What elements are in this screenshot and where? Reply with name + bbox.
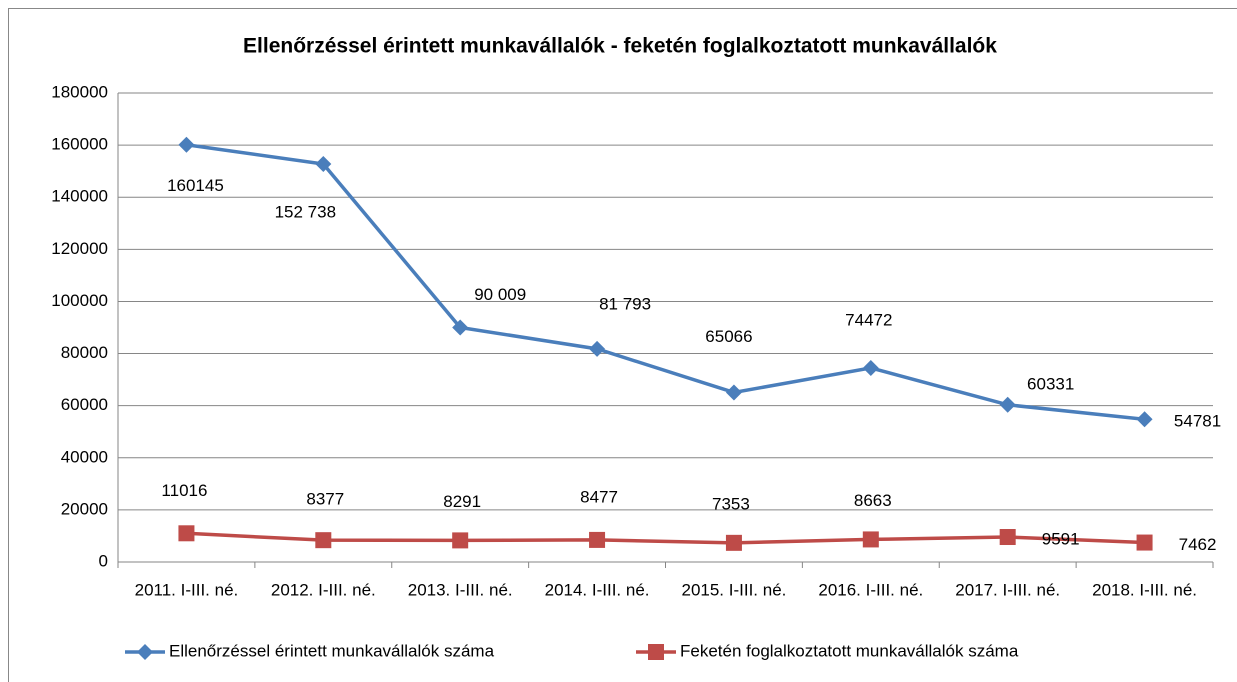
legend-label: Feketén foglalkoztatott munkavállalók sz…: [680, 641, 1019, 660]
legend-label: Ellenőrzéssel érintett munkavállalók szá…: [169, 641, 495, 660]
y-tick-label: 160000: [51, 135, 108, 154]
chart-title: Ellenőrzéssel érintett munkavállalók - f…: [243, 35, 997, 58]
x-tick-label: 2015. I-III. né.: [681, 580, 786, 599]
marker: [1136, 411, 1153, 428]
marker: [999, 529, 1016, 546]
marker: [1136, 534, 1153, 551]
data-label: 8377: [306, 490, 344, 509]
data-label: 81 793: [599, 294, 651, 313]
marker: [452, 319, 469, 336]
data-label: 8663: [854, 491, 892, 510]
y-tick-label: 100000: [51, 291, 108, 310]
marker: [862, 531, 879, 548]
y-tick-label: 120000: [51, 239, 108, 258]
data-label: 7462: [1179, 535, 1217, 554]
chart-border: [8, 8, 1237, 682]
x-tick-label: 2016. I-III. né.: [818, 580, 923, 599]
data-label: 8291: [443, 492, 481, 511]
x-tick-label: 2017. I-III. né.: [955, 580, 1060, 599]
y-tick-label: 60000: [61, 395, 108, 414]
legend-marker: [648, 644, 664, 660]
x-tick-label: 2013. I-III. né.: [408, 580, 513, 599]
x-tick-label: 2012. I-III. né.: [271, 580, 376, 599]
series-line: [186, 143, 1145, 422]
marker: [315, 156, 332, 173]
y-tick-label: 20000: [61, 499, 108, 518]
series-line: [186, 531, 1145, 545]
marker: [725, 384, 742, 401]
data-label: 74472: [845, 310, 892, 329]
data-label: 9591: [1042, 529, 1080, 548]
y-tick-label: 80000: [61, 343, 108, 362]
marker: [178, 136, 195, 153]
data-label: 152 738: [275, 203, 336, 222]
legend-marker: [137, 644, 153, 660]
data-label: 65066: [705, 327, 752, 346]
y-tick-label: 0: [99, 551, 108, 570]
y-tick-label: 40000: [61, 447, 108, 466]
data-label: 60331: [1027, 374, 1074, 393]
data-label: 90 009: [474, 285, 526, 304]
marker: [315, 532, 332, 549]
marker: [725, 534, 742, 551]
x-tick-label: 2018. I-III. né.: [1092, 580, 1197, 599]
y-tick-label: 140000: [51, 187, 108, 206]
data-label: 11016: [161, 481, 207, 500]
marker: [999, 396, 1016, 413]
marker: [178, 525, 195, 542]
marker: [589, 531, 606, 548]
data-label: 7353: [712, 494, 750, 513]
y-tick-label: 180000: [51, 82, 108, 101]
marker: [589, 340, 606, 357]
data-label: 8477: [580, 487, 618, 506]
marker: [452, 532, 469, 549]
marker: [862, 359, 879, 376]
data-label: 54781: [1174, 412, 1221, 431]
x-tick-label: 2014. I-III. né.: [545, 580, 650, 599]
data-label: 160145: [167, 176, 224, 195]
x-tick-label: 2011. I-III. né.: [135, 580, 239, 599]
